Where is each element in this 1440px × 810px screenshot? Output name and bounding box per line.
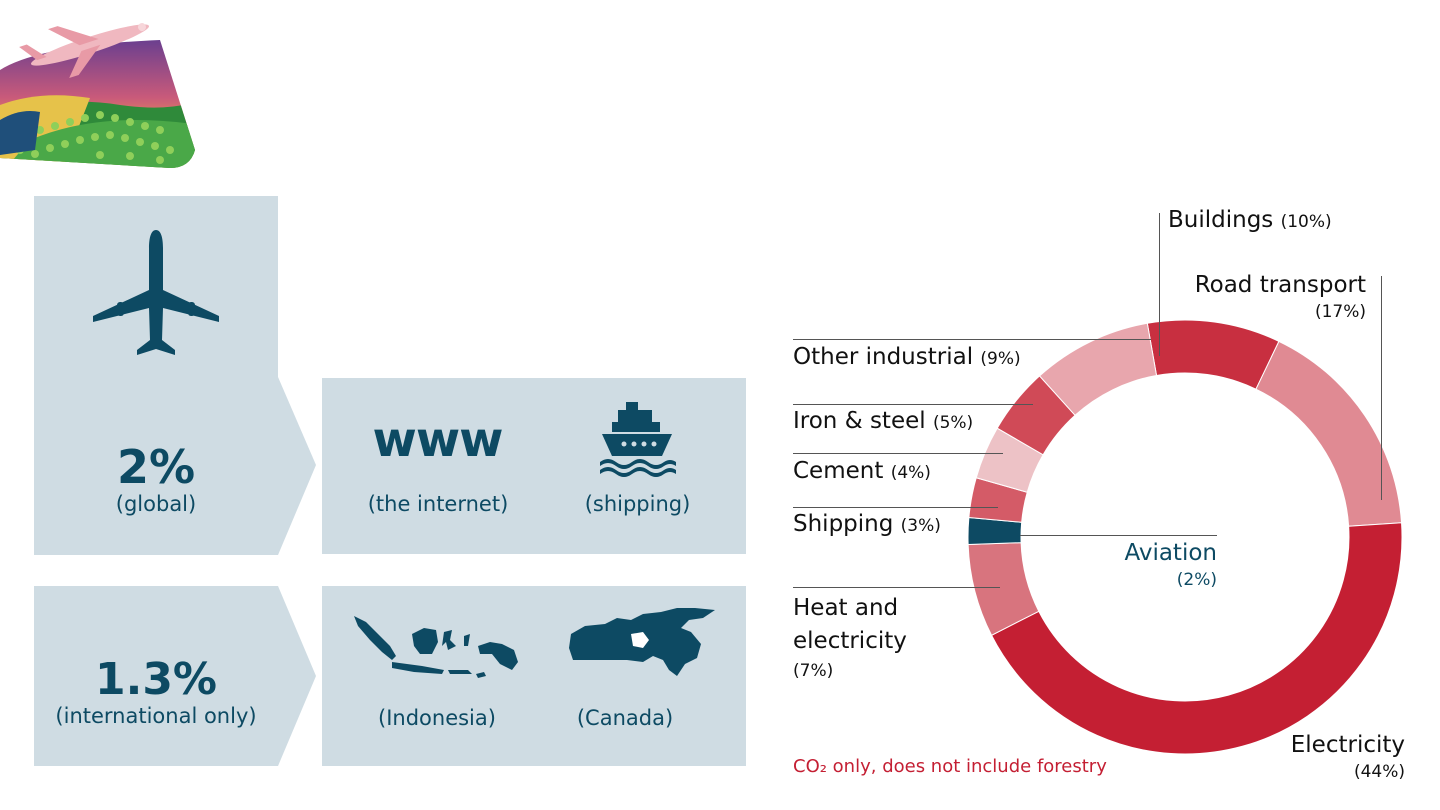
label-electricity-text: Electricity xyxy=(1290,732,1405,758)
label-other-industrial: Other industrial (9%) xyxy=(793,343,1021,373)
donut-slice-buildings xyxy=(1146,319,1280,390)
airplane-icon xyxy=(93,230,219,355)
label-other-industrial-pct: (9%) xyxy=(980,349,1021,369)
label-road: Road transport (17%) xyxy=(1160,271,1366,323)
label-heat-text-2: electricity xyxy=(793,628,907,655)
label-shipping-text: Shipping xyxy=(793,511,894,537)
donut-slice-road xyxy=(1255,340,1403,527)
label-electricity-pct: (44%) xyxy=(1353,761,1405,782)
canada-label: (Canada) xyxy=(576,706,674,730)
label-other-industrial-text: Other industrial xyxy=(793,344,974,370)
donut-slice-shipping xyxy=(968,477,1028,523)
label-iron-steel: Iron & steel (5%) xyxy=(793,407,973,437)
label-cement: Cement (4%) xyxy=(793,457,931,487)
international-panel xyxy=(34,586,278,766)
global-value: 2% xyxy=(116,440,196,494)
label-aviation: Aviation (2%) xyxy=(1080,539,1217,591)
label-road-text: Road transport xyxy=(1194,272,1366,298)
plane-landscape-illustration xyxy=(0,23,195,168)
label-heat: Heat and electricity (7%) xyxy=(793,592,907,683)
internet-shipping-panel xyxy=(322,378,746,554)
label-buildings-text: Buildings xyxy=(1168,207,1274,233)
www-icon: www xyxy=(372,412,503,468)
label-aviation-pct: (2%) xyxy=(1176,569,1217,590)
label-shipping: Shipping (3%) xyxy=(793,510,941,540)
leader-shipping xyxy=(793,507,998,508)
leader-buildings xyxy=(1159,213,1160,356)
leader-cement xyxy=(793,453,1003,454)
indonesia-label: (Indonesia) xyxy=(378,706,496,730)
label-buildings-pct: (10%) xyxy=(1280,212,1332,232)
leader-other-industrial xyxy=(793,339,1151,340)
label-aviation-text: Aviation xyxy=(1124,540,1217,566)
label-buildings: Buildings (10%) xyxy=(1168,206,1332,236)
global-sub: (global) xyxy=(115,492,197,516)
global-panel-arrow xyxy=(278,377,316,555)
internet-label: (the internet) xyxy=(367,492,509,516)
donut-slice-aviation xyxy=(967,516,1023,546)
leader-aviation xyxy=(1020,535,1217,536)
donut-slice-cement xyxy=(975,427,1044,493)
chart-footnote: CO₂ only, does not include forestry xyxy=(793,756,1107,777)
international-panel-arrow xyxy=(278,586,316,766)
label-shipping-pct: (3%) xyxy=(900,516,941,536)
leader-heat xyxy=(793,587,1000,588)
shipping-label: (shipping) xyxy=(584,492,691,516)
label-iron-steel-text: Iron & steel xyxy=(793,408,926,434)
international-sub: (international only) xyxy=(55,704,257,728)
canada-map-icon xyxy=(569,608,715,676)
ship-icon xyxy=(600,402,676,477)
leader-iron-steel xyxy=(793,404,1033,405)
label-heat-text-1: Heat and xyxy=(793,595,899,621)
label-cement-pct: (4%) xyxy=(890,463,931,483)
donut-slice-heat xyxy=(967,542,1040,636)
leader-road xyxy=(1381,276,1382,500)
label-iron-steel-pct: (5%) xyxy=(932,413,974,433)
international-value: 1.3% xyxy=(94,654,218,705)
donut-slice-iron-steel xyxy=(996,375,1076,456)
indonesia-map-icon xyxy=(354,616,518,678)
label-electricity: Electricity (44%) xyxy=(1240,731,1405,783)
label-road-pct: (17%) xyxy=(1314,301,1366,322)
label-cement-text: Cement xyxy=(793,458,884,484)
label-heat-pct: (7%) xyxy=(793,660,834,681)
donut-slice-other-industrial xyxy=(1038,322,1158,416)
